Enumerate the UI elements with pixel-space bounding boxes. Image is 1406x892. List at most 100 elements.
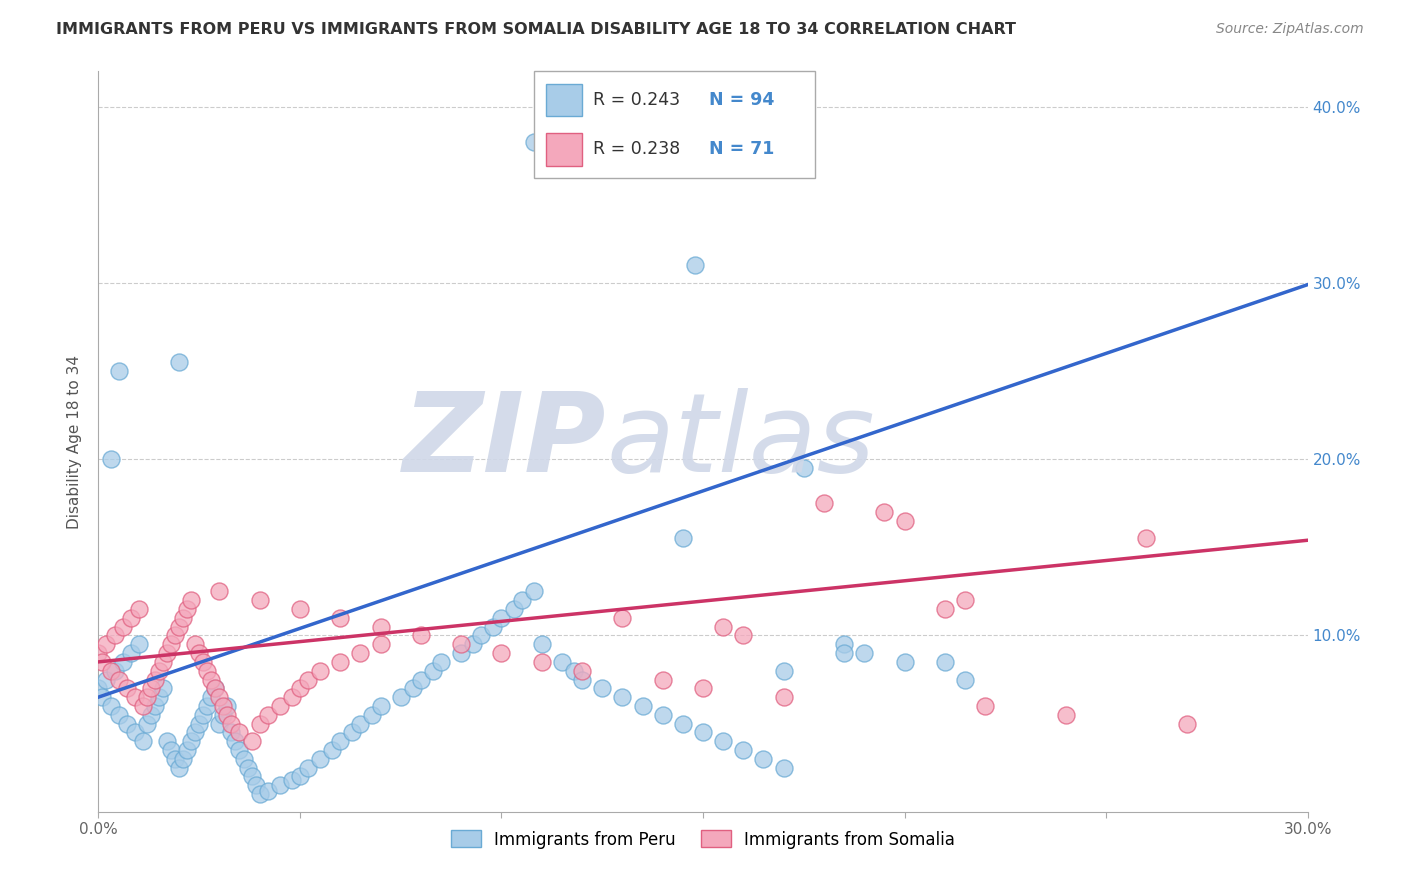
Point (491, 611, 513, 625)
Point (96, 673, 118, 687)
Point (450, 637, 472, 651)
Point (772, 664, 794, 678)
Text: atlas: atlas (606, 388, 875, 495)
Point (349, 646, 371, 660)
Point (208, 716, 231, 731)
Point (245, 778, 267, 792)
Point (160, 743, 183, 757)
Point (297, 673, 319, 687)
Point (217, 707, 239, 722)
Point (91, 690, 114, 705)
Point (409, 673, 432, 687)
Point (269, 778, 291, 792)
Point (491, 646, 513, 660)
Point (240, 769, 263, 783)
Point (156, 734, 179, 748)
Point (193, 655, 215, 669)
Point (502, 602, 524, 616)
Point (853, 646, 876, 660)
Point (152, 681, 174, 696)
Point (143, 673, 166, 687)
Point (288, 602, 311, 616)
Point (152, 655, 174, 669)
Point (180, 593, 202, 607)
Point (530, 655, 553, 669)
Point (683, 258, 706, 272)
FancyBboxPatch shape (534, 71, 815, 178)
Point (240, 734, 263, 748)
Point (470, 628, 492, 642)
Point (221, 716, 243, 731)
Point (288, 681, 311, 696)
Point (128, 602, 150, 616)
Point (711, 619, 734, 633)
Point (733, 628, 755, 642)
Point (772, 761, 794, 775)
Point (195, 664, 218, 678)
Point (172, 752, 194, 766)
Point (256, 707, 278, 722)
Point (221, 725, 243, 739)
Point (893, 655, 915, 669)
Point (120, 611, 142, 625)
Point (232, 752, 254, 766)
Point (200, 673, 222, 687)
Point (612, 611, 634, 625)
Point (934, 655, 956, 669)
Point (176, 743, 198, 757)
Point (409, 628, 432, 642)
Point (224, 734, 246, 748)
Point (115, 716, 138, 731)
Point (228, 743, 250, 757)
Point (193, 707, 215, 722)
Point (571, 664, 593, 678)
Point (204, 681, 226, 696)
Point (107, 707, 129, 722)
Point (711, 734, 734, 748)
Point (974, 698, 997, 713)
Point (832, 646, 855, 660)
Point (107, 364, 129, 378)
Point (309, 752, 332, 766)
Point (651, 707, 673, 722)
Point (135, 690, 157, 705)
Y-axis label: Disability Age 18 to 34: Disability Age 18 to 34 (67, 354, 83, 529)
Point (571, 673, 593, 687)
Point (103, 664, 125, 678)
Point (672, 716, 695, 731)
Point (309, 664, 332, 678)
Point (139, 681, 162, 696)
Point (349, 716, 371, 731)
Point (100, 452, 122, 467)
Point (132, 698, 155, 713)
Point (329, 734, 352, 748)
Point (256, 783, 278, 797)
Point (180, 734, 202, 748)
Point (281, 690, 304, 705)
Point (370, 619, 392, 633)
Point (148, 664, 170, 678)
Point (139, 707, 162, 722)
Point (100, 664, 122, 678)
Point (195, 698, 218, 713)
Point (148, 690, 170, 705)
Text: ZIP: ZIP (402, 388, 606, 495)
Point (361, 707, 384, 722)
Point (463, 637, 485, 651)
Point (321, 743, 343, 757)
Point (236, 761, 259, 775)
Text: R = 0.238: R = 0.238 (593, 141, 681, 159)
Point (934, 602, 956, 616)
Point (249, 716, 271, 731)
Point (128, 637, 150, 651)
Point (120, 646, 142, 660)
Point (953, 593, 976, 607)
Point (832, 637, 855, 651)
Point (208, 690, 231, 705)
Point (91, 655, 114, 669)
Point (212, 707, 235, 722)
Point (953, 673, 976, 687)
Point (288, 769, 311, 783)
Point (111, 619, 134, 633)
Point (163, 628, 186, 642)
